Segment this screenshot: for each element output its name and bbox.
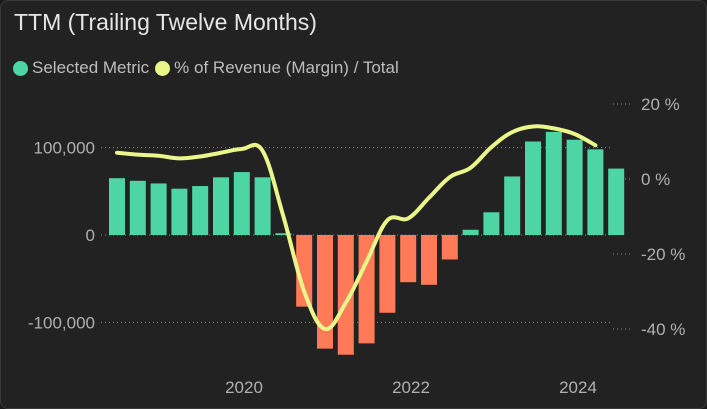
chart-title: TTM (Trailing Twelve Months) — [14, 9, 317, 35]
y-right-tick-label: 0 % — [641, 170, 670, 189]
margin-line — [115, 124, 598, 332]
chart-legend: Selected Metric % of Revenue (Margin) / … — [13, 58, 405, 78]
bar — [171, 188, 188, 235]
x-tick-label: 2024 — [559, 378, 597, 397]
bar — [317, 235, 333, 349]
bar — [483, 212, 500, 235]
bar — [296, 235, 313, 307]
legend-item-margin[interactable]: % of Revenue (Margin) / Total — [155, 58, 399, 78]
bar — [587, 149, 604, 235]
bar — [400, 235, 417, 283]
legend-item-selected-metric[interactable]: Selected Metric — [13, 58, 149, 78]
bar — [421, 235, 437, 285]
y-right-tick-label: -20 % — [641, 245, 685, 264]
x-tick-label: 2020 — [225, 378, 263, 397]
y-left-tick-label: 100,000 — [34, 139, 95, 158]
bar — [504, 176, 521, 235]
x-tick-label: 2022 — [392, 378, 430, 397]
bar — [545, 131, 562, 235]
bar — [213, 177, 229, 235]
bar — [254, 177, 271, 235]
legend-label-margin: % of Revenue (Margin) / Total — [174, 58, 399, 77]
legend-dot-margin — [155, 60, 171, 76]
bar — [192, 186, 209, 235]
bar — [379, 235, 396, 313]
bar — [129, 180, 146, 235]
y-left-tick-label: -100,000 — [28, 313, 95, 332]
y-left-tick-label: 0 — [86, 226, 95, 245]
bar — [608, 168, 625, 235]
bar — [109, 178, 125, 235]
y-right-tick-label: -40 % — [641, 320, 685, 339]
bar — [358, 235, 375, 344]
bar — [525, 141, 541, 235]
bar — [233, 172, 250, 235]
y-right-tick-label: 20 % — [641, 95, 680, 114]
legend-label-selected-metric: Selected Metric — [32, 58, 150, 77]
bar — [566, 139, 583, 235]
legend-dot-selected-metric — [13, 60, 28, 76]
bar — [441, 235, 458, 260]
bar — [150, 183, 167, 235]
bar — [337, 235, 354, 355]
bar — [462, 229, 479, 235]
bar — [275, 233, 292, 235]
